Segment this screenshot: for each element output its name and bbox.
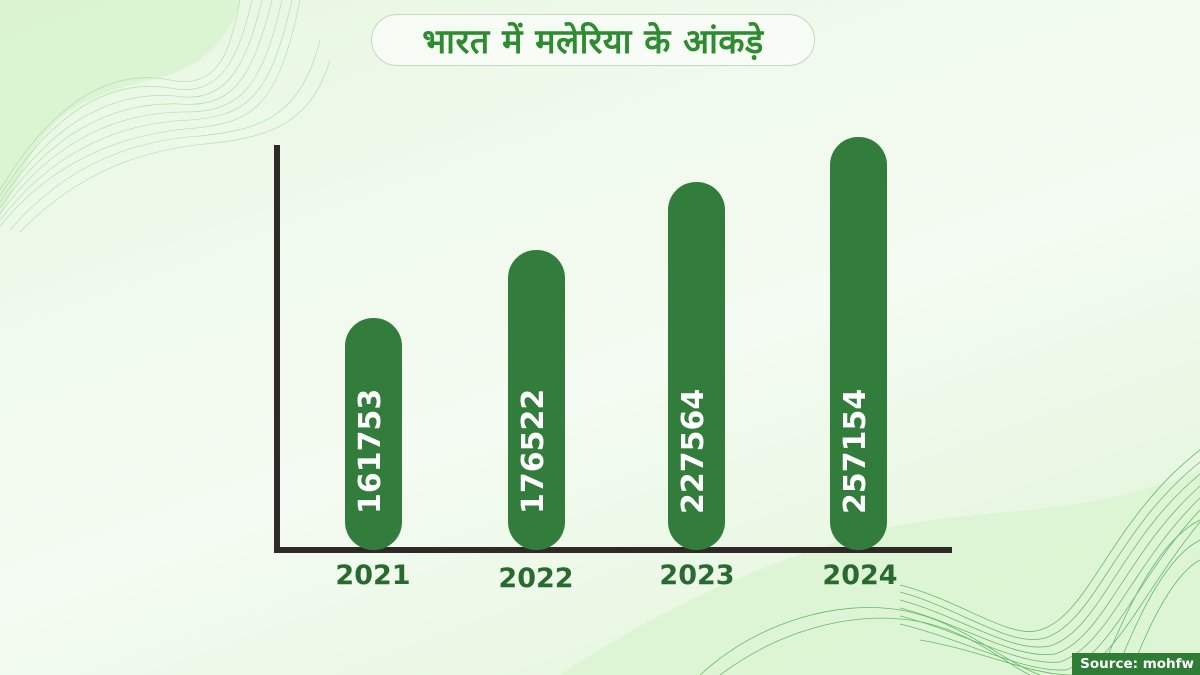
x-tick-label-2024: 2024 <box>822 560 898 591</box>
bar-2022: 176522 <box>508 250 565 550</box>
x-tick-label-2021: 2021 <box>335 560 411 591</box>
source-credit: Source: mohfw <box>1072 653 1200 675</box>
x-tick-label-2022: 2022 <box>498 563 574 594</box>
bar-value-label: 176522 <box>515 388 551 514</box>
bar-2024: 257154 <box>830 137 887 550</box>
y-axis-line <box>274 145 280 553</box>
bar-value-label: 227564 <box>675 388 711 514</box>
chart-title: भारत में मलेरिया के आंकड़े <box>371 14 815 66</box>
bar-2021: 161753 <box>345 318 402 550</box>
bar-2023: 227564 <box>668 182 725 550</box>
bar-value-label: 161753 <box>352 388 388 514</box>
x-axis-line <box>274 547 952 553</box>
x-tick-label-2023: 2023 <box>659 560 735 591</box>
bar-value-label: 257154 <box>837 388 873 514</box>
